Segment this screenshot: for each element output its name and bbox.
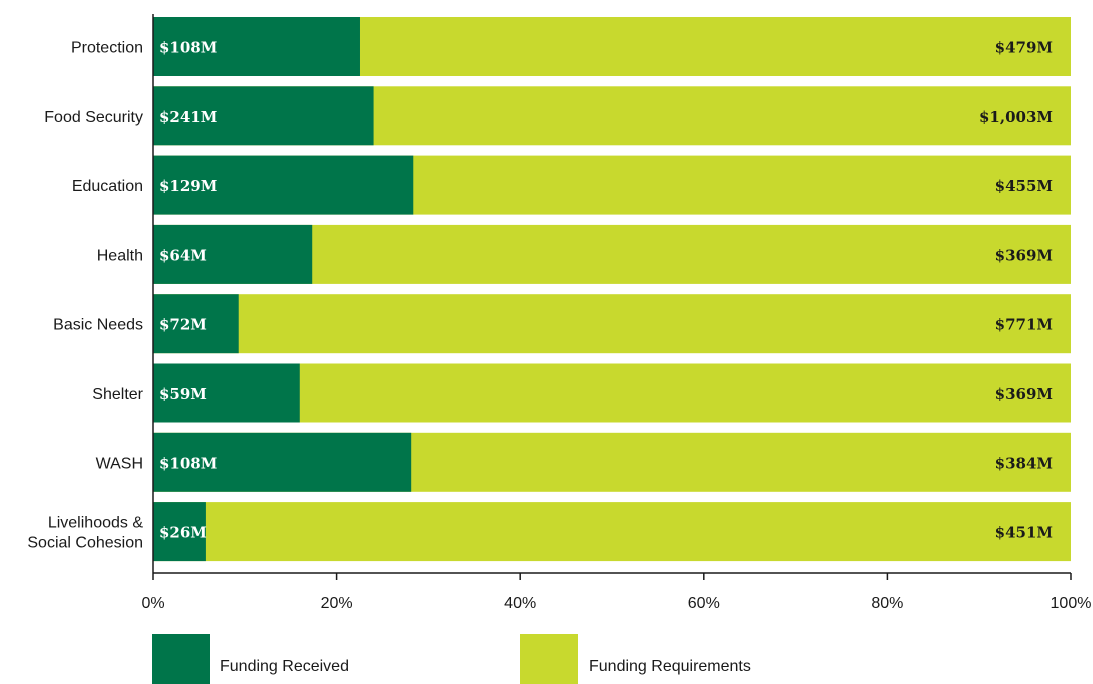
x-tick-label: 80% [871, 595, 903, 612]
bar-requirements [153, 294, 1071, 354]
requirement-value-label: $1,003M [979, 108, 1053, 126]
received-value-label: $108M [159, 454, 217, 472]
bar-received [153, 502, 206, 562]
legend-swatch [520, 634, 578, 684]
category-label-line: Shelter [92, 386, 143, 403]
requirement-value-label: $771M [995, 316, 1053, 334]
bar-received [153, 155, 414, 215]
bar-received [153, 294, 239, 354]
category-label-line: Protection [71, 40, 143, 57]
legend-label: Funding Received [220, 658, 349, 675]
value-labels: $108M $479M $241M $1,003M $129M $455M $64M $369… [159, 39, 1053, 542]
category-labels: Protection Food Security Education Health Ba… [27, 40, 143, 552]
category-label: Livelihoods & Social Cohesion [27, 515, 143, 552]
bar-received [153, 363, 300, 423]
category-label-line: Livelihoods & [48, 515, 144, 532]
bar-requirements [153, 502, 1071, 562]
x-tick-label: 0% [141, 595, 164, 612]
requirement-value-label: $369M [995, 246, 1053, 264]
bar-received [153, 224, 313, 284]
category-label-line: WASH [96, 455, 143, 472]
bar-received [153, 17, 360, 76]
received-value-label: $108M [159, 39, 217, 57]
category-label: Food Security [44, 109, 143, 126]
legend-label: Funding Requirements [589, 658, 751, 675]
category-label-line: Health [97, 247, 143, 264]
requirement-value-label: $479M [995, 39, 1053, 57]
bar-received [153, 86, 374, 146]
requirement-value-label: $369M [995, 385, 1053, 403]
received-value-label: $72M [159, 316, 207, 334]
bars-layer [153, 17, 1071, 562]
category-label-line: Food Security [44, 109, 143, 126]
requirement-value-label: $384M [995, 454, 1053, 472]
category-label-line: Basic Needs [53, 317, 143, 334]
x-tick-label: 20% [321, 595, 353, 612]
received-value-label: $26M [159, 524, 207, 542]
legend: Funding Received Funding Requirements [152, 634, 751, 684]
x-tick-label: 100% [1051, 595, 1092, 612]
requirement-value-label: $455M [995, 177, 1053, 195]
x-axis: 0% 20% 40% 60% 80% 100% [141, 14, 1091, 612]
category-label: Shelter [92, 386, 143, 403]
category-label: Protection [71, 40, 143, 57]
category-label: Education [72, 178, 143, 195]
bar-requirements [153, 363, 1071, 423]
x-tick-label: 60% [688, 595, 720, 612]
category-label-line: Social Cohesion [27, 535, 143, 552]
received-value-label: $59M [159, 385, 207, 403]
received-value-label: $241M [159, 108, 217, 126]
x-tick-label: 40% [504, 595, 536, 612]
category-label: Health [97, 247, 143, 264]
category-label: WASH [96, 455, 143, 472]
received-value-label: $64M [159, 246, 207, 264]
category-label: Basic Needs [53, 317, 143, 334]
bar-received [153, 432, 412, 492]
category-label-line: Education [72, 178, 143, 195]
legend-swatch [152, 634, 210, 684]
requirement-value-label: $451M [995, 524, 1053, 542]
received-value-label: $129M [159, 177, 217, 195]
